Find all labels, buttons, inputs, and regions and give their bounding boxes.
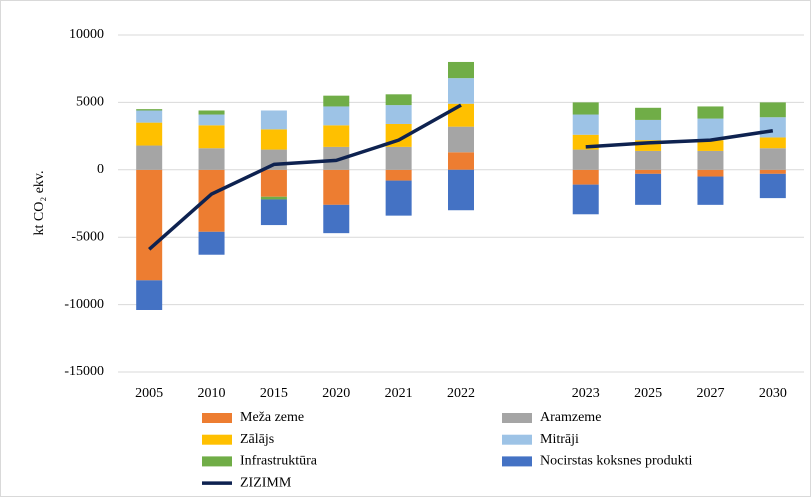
bar-segment bbox=[759, 148, 786, 170]
x-tick-label: 2023 bbox=[572, 386, 600, 401]
bar-segment bbox=[635, 140, 662, 151]
line-series bbox=[148, 103, 774, 251]
y-tick-label: 0 bbox=[97, 162, 104, 177]
y-tick-label: 5000 bbox=[76, 95, 104, 110]
bar-segment bbox=[759, 169, 786, 174]
legend-label: ZIZIMM bbox=[240, 475, 292, 490]
bar-segment bbox=[759, 117, 786, 138]
bar-segment bbox=[385, 180, 412, 216]
legend-swatch bbox=[502, 434, 532, 445]
bar-segment bbox=[448, 103, 474, 127]
bar-segment bbox=[323, 95, 350, 107]
bar-segment bbox=[572, 149, 599, 170]
bar-segment bbox=[198, 148, 225, 170]
bar-segment bbox=[572, 169, 599, 185]
bar-segment bbox=[260, 129, 287, 150]
bar-segment bbox=[323, 106, 350, 126]
bar-segment bbox=[448, 126, 474, 153]
x-tick-label: 2020 bbox=[322, 386, 350, 401]
y-tick-label: -15000 bbox=[64, 364, 104, 379]
bar-segment bbox=[136, 109, 163, 111]
bar-segment bbox=[385, 169, 412, 181]
legend-swatch bbox=[202, 413, 232, 423]
bar-segment bbox=[136, 280, 163, 310]
bar-segment bbox=[198, 125, 225, 149]
bar-segment bbox=[198, 110, 225, 115]
x-tick-label: 2025 bbox=[634, 386, 662, 401]
x-tick-label: 2010 bbox=[198, 386, 226, 401]
bar-segment bbox=[759, 173, 786, 199]
bar-segment bbox=[759, 102, 786, 118]
bar-segment bbox=[572, 102, 599, 115]
x-tick-label: 2030 bbox=[759, 386, 787, 401]
x-tick-label: 2022 bbox=[447, 386, 475, 401]
bar-segment bbox=[448, 152, 474, 170]
x-tick-label: 2015 bbox=[260, 386, 288, 401]
bar-segment bbox=[697, 176, 724, 205]
y-tick-label: 10000 bbox=[69, 27, 104, 42]
bar-segment bbox=[136, 122, 163, 146]
bar-segment bbox=[260, 196, 287, 200]
bar-segment bbox=[136, 110, 163, 123]
bar-segment bbox=[697, 169, 724, 177]
bar-segment bbox=[385, 94, 412, 106]
legend-label: Mitrāji bbox=[540, 432, 579, 447]
bar-segment bbox=[759, 137, 786, 149]
bar-segment bbox=[260, 169, 287, 197]
bar-segment bbox=[697, 140, 724, 151]
bar-segment bbox=[260, 149, 287, 170]
bar-segment bbox=[385, 146, 412, 170]
legend-swatch bbox=[502, 413, 532, 423]
bar-segment bbox=[635, 173, 662, 205]
bar-segment bbox=[323, 169, 350, 205]
x-tick-label: 2021 bbox=[385, 386, 413, 401]
bar-segment bbox=[448, 169, 474, 211]
bar-segment bbox=[136, 169, 163, 281]
legend-label: Aramzeme bbox=[540, 410, 601, 425]
legend-label: Meža zeme bbox=[240, 410, 304, 425]
legend-label: Zālājs bbox=[240, 432, 274, 447]
bar-segment bbox=[572, 114, 599, 135]
x-tick-label: 2027 bbox=[696, 386, 724, 401]
bar-segment bbox=[260, 110, 287, 130]
bar-segment bbox=[635, 107, 662, 120]
y-tick-label: -5000 bbox=[71, 229, 104, 244]
bar-segment bbox=[635, 119, 662, 141]
bar-segment bbox=[198, 114, 225, 126]
legend-label: Infrastruktūra bbox=[240, 454, 318, 469]
bar-segment bbox=[198, 231, 225, 255]
bar-segment bbox=[448, 78, 474, 104]
bar-segment bbox=[323, 204, 350, 234]
bar-segment bbox=[323, 146, 350, 170]
bar-segment bbox=[697, 106, 724, 119]
bar-segment bbox=[697, 118, 724, 141]
x-tick-label: 2005 bbox=[135, 386, 163, 401]
legend-label: Nocirstas koksnes produkti bbox=[540, 454, 693, 469]
bar-segment bbox=[136, 145, 163, 170]
legend-swatch bbox=[202, 434, 232, 445]
legend-swatch bbox=[202, 456, 232, 467]
bar-segment bbox=[323, 125, 350, 147]
y-tick-label: -10000 bbox=[64, 297, 104, 312]
bar-segment bbox=[697, 150, 724, 170]
bar-segment bbox=[635, 169, 662, 174]
y-axis-label: kt CO₂ ekv. bbox=[32, 170, 47, 235]
bar-segment bbox=[448, 61, 474, 79]
legend-swatch bbox=[502, 456, 532, 467]
bar-segment bbox=[635, 150, 662, 170]
bar-segment bbox=[260, 199, 287, 226]
bar-segment bbox=[572, 184, 599, 215]
bar-segment bbox=[385, 105, 412, 124]
